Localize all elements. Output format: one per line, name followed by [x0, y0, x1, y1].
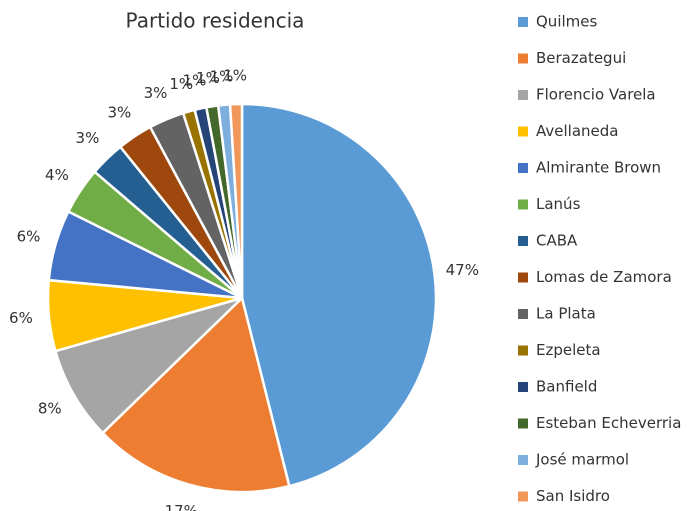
- data-label: 6%: [9, 309, 33, 327]
- legend-label: Banfield: [536, 378, 597, 396]
- data-label: 1%: [169, 75, 193, 93]
- data-label: 47%: [446, 261, 479, 279]
- legend-label: José marmol: [535, 451, 629, 469]
- data-label: 3%: [107, 103, 131, 121]
- legend-swatch: [518, 163, 528, 173]
- data-label: 1%: [183, 72, 207, 90]
- legend-swatch: [518, 272, 528, 283]
- legend-swatch: [518, 345, 528, 356]
- data-label: 8%: [38, 400, 62, 418]
- data-label: 1%: [196, 69, 220, 87]
- legend-label: Quilmes: [536, 13, 597, 31]
- legend-label: Berazategui: [536, 49, 626, 67]
- legend-label: Lomas de Zamora: [536, 268, 672, 286]
- legend-swatch: [518, 382, 528, 392]
- pie-slice: [228, 102, 244, 299]
- pie-slice: [100, 295, 291, 494]
- legend-label: Avellaneda: [536, 122, 618, 140]
- chart-title: Partido residencia: [126, 9, 305, 33]
- legend-swatch: [518, 126, 528, 137]
- data-label: 17%: [165, 502, 198, 511]
- legend-swatch: [518, 236, 528, 246]
- data-label: 6%: [17, 228, 41, 246]
- data-label: 4%: [45, 166, 69, 184]
- legend-swatch: [518, 491, 528, 502]
- data-label: 1%: [210, 67, 234, 85]
- legend-swatch: [518, 455, 528, 465]
- data-label: 3%: [76, 129, 100, 147]
- legend-swatch: [518, 418, 528, 429]
- pie-slice: [240, 102, 438, 488]
- legend-label: CABA: [536, 232, 578, 250]
- data-label: 1%: [223, 67, 247, 85]
- legend-swatch: [518, 17, 528, 27]
- pie-slice: [53, 296, 243, 435]
- legend-swatch: [518, 90, 528, 100]
- legend-swatch: [518, 309, 528, 319]
- legend-label: Florencio Varela: [536, 86, 656, 104]
- legend-label: Almirante Brown: [536, 159, 661, 177]
- legend-swatch: [518, 199, 528, 210]
- legend-label: La Plata: [536, 305, 596, 323]
- legend-label: Esteban Echeverria: [536, 414, 681, 432]
- data-label: 3%: [144, 84, 168, 102]
- legend-swatch: [518, 53, 528, 64]
- legend-label: San Isidro: [536, 487, 610, 505]
- legend-label: Lanús: [536, 195, 581, 213]
- legend-label: Ezpeleta: [536, 341, 601, 359]
